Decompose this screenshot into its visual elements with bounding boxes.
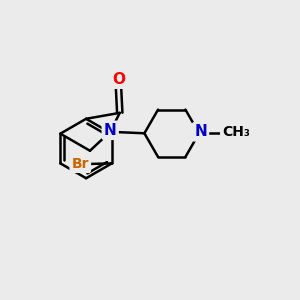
Text: Br: Br — [71, 157, 89, 171]
Text: CH₃: CH₃ — [222, 125, 250, 139]
Text: O: O — [112, 72, 125, 87]
Text: N: N — [104, 123, 117, 138]
Text: N: N — [194, 124, 207, 139]
